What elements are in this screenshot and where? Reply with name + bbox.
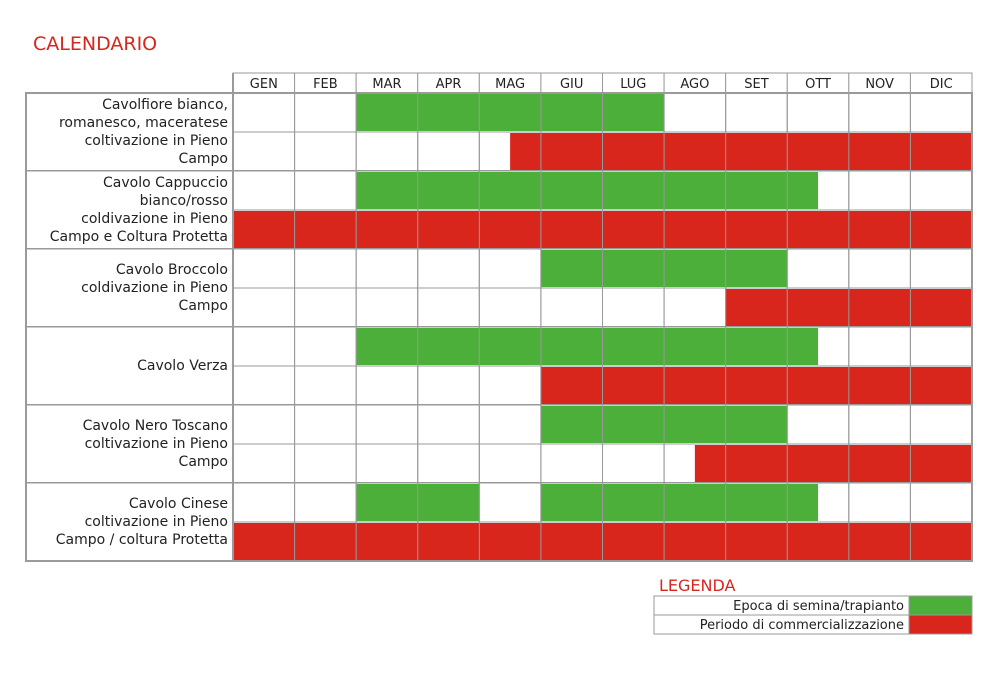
crop-label: Campo / coltura Protetta	[56, 532, 228, 548]
month-label: NOV	[865, 77, 894, 92]
calendar-cell	[602, 443, 665, 484]
month-label: SET	[744, 77, 768, 92]
calendar-cell	[478, 404, 542, 445]
crop-label-cell	[25, 404, 234, 484]
legend-label: Periodo di commercializzazione	[700, 618, 904, 633]
crop-label: coltivazione in Pieno	[85, 514, 228, 530]
crop-label: Campo e Coltura Protetta	[50, 229, 228, 245]
calendar-cell	[786, 404, 850, 445]
crop-label: Campo	[179, 454, 228, 470]
semina-bar	[540, 484, 819, 521]
calendar-cell	[848, 170, 911, 211]
calendar-cell	[294, 170, 357, 211]
crop-label: bianco/rosso	[140, 193, 228, 209]
crop-label: romanesco, maceratese	[59, 115, 228, 131]
crop-label: Cavolfiore bianco,	[102, 97, 228, 113]
calendar-cell	[232, 287, 296, 328]
calendar-cell	[232, 443, 296, 484]
crop-label: Campo	[179, 298, 228, 314]
page-title: CALENDARIO	[33, 33, 158, 55]
month-label: AGO	[680, 77, 709, 92]
crop-label: coltivazione in Pieno	[85, 133, 228, 149]
crop-label-cell	[25, 248, 234, 328]
legend-title: LEGENDA	[659, 576, 736, 595]
crop-label: Campo	[179, 151, 228, 167]
month-label: GIU	[560, 77, 583, 92]
month-label: DIC	[930, 77, 953, 92]
legend-swatch	[908, 595, 973, 616]
calendar-cell	[663, 287, 727, 328]
crop-label: coldivazione in Pieno	[81, 280, 228, 296]
crop-label: Cavolo Cappuccio	[103, 175, 228, 191]
legend-swatch	[908, 614, 973, 635]
calendar-cell	[417, 287, 480, 328]
month-label: MAG	[495, 77, 525, 92]
month-label: FEB	[313, 77, 338, 92]
legend-label: Epoca di semina/trapianto	[733, 599, 904, 614]
calendar-cell	[232, 326, 296, 367]
calendar-cell	[232, 248, 296, 289]
calendar-cell	[294, 404, 357, 445]
semina-bar	[356, 328, 819, 365]
month-label: OTT	[805, 77, 831, 92]
commercializzazione-bar	[540, 367, 972, 404]
crop-label-cell	[25, 92, 234, 172]
commercializzazione-bar	[510, 133, 972, 170]
calendar-cell	[478, 443, 542, 484]
month-label: GEN	[250, 77, 278, 92]
calendar-cell	[355, 248, 419, 289]
crop-label: Cavolo Nero Toscano	[83, 418, 228, 434]
calendar-cell	[232, 131, 296, 172]
crop-label: Cavolo Verza	[137, 358, 228, 374]
calendar-cell	[232, 404, 296, 445]
month-label: LUG	[620, 77, 646, 92]
calendar-cell	[478, 248, 542, 289]
crop-label: coltivazione in Pieno	[85, 436, 228, 452]
crop-label: Cavolo Broccolo	[116, 262, 228, 278]
calendar-cell	[848, 92, 911, 133]
calendar-cell	[602, 287, 665, 328]
month-label: APR	[436, 77, 462, 92]
crop-label-cell	[25, 482, 234, 562]
calendar-cell	[909, 326, 973, 367]
crop-label-cell	[25, 326, 234, 406]
calendar-cell	[294, 365, 357, 406]
calendar-cell	[848, 326, 911, 367]
month-label: MAR	[372, 77, 401, 92]
calendar-cell	[786, 248, 850, 289]
calendar-cell	[355, 365, 419, 406]
calendar-cell	[725, 92, 788, 133]
crop-label: Cavolo Cinese	[129, 496, 228, 512]
calendar-cell	[848, 404, 911, 445]
semina-bar	[356, 94, 665, 131]
table-border	[25, 92, 973, 562]
commercializzazione-bar	[694, 445, 972, 482]
crop-label: coldivazione in Pieno	[81, 211, 228, 227]
semina-bar	[356, 172, 819, 209]
calendar-cell	[417, 404, 480, 445]
